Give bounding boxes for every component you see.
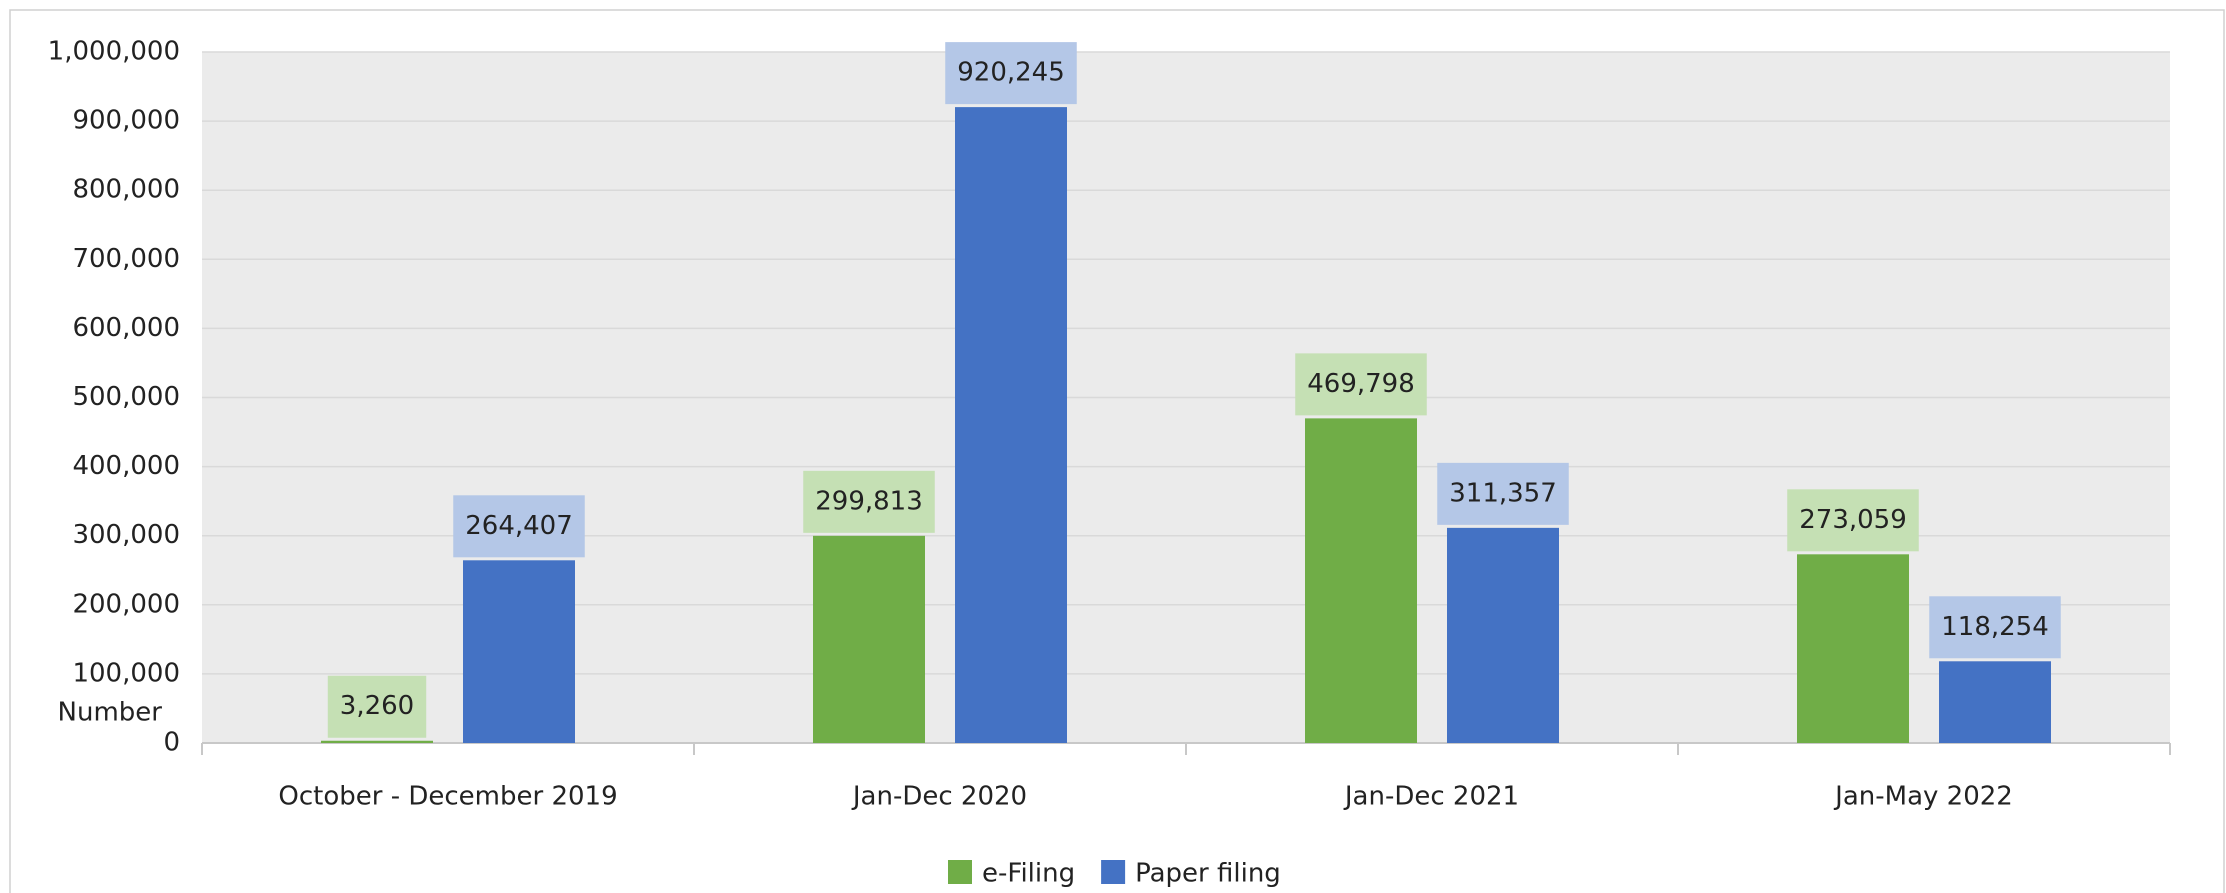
y-tick-label: 1,000,000 (48, 37, 180, 67)
data-label: 273,059 (1799, 505, 1907, 535)
data-label-bg (453, 495, 585, 558)
y-tick-label: 100,000 (72, 658, 180, 688)
y-tick-label: 500,000 (72, 382, 180, 412)
bar (1447, 527, 1559, 743)
data-label-bg (1437, 462, 1569, 525)
bar (813, 535, 925, 743)
y-tick-label: 400,000 (72, 451, 180, 481)
bar (1797, 554, 1909, 743)
data-label-bg (1787, 489, 1919, 552)
y-tick-label: 700,000 (72, 244, 180, 274)
x-tick-label: Jan-Dec 2020 (851, 782, 1027, 812)
y-tick-label: 600,000 (72, 313, 180, 343)
data-label: 118,254 (1941, 612, 2049, 642)
bar (321, 740, 433, 743)
data-label: 469,798 (1307, 369, 1415, 399)
data-label-bg (945, 42, 1077, 105)
y-tick-label: 300,000 (72, 520, 180, 550)
chart-border (9, 9, 2225, 893)
legend-swatch (948, 860, 972, 884)
x-tick-label: October - December 2019 (278, 782, 617, 812)
data-label: 299,813 (815, 486, 923, 516)
y-tick-label: 0 (163, 728, 180, 758)
data-label: 264,407 (465, 511, 573, 541)
bar (1305, 418, 1417, 743)
data-label: 311,357 (1449, 478, 1557, 508)
legend-swatch (1101, 860, 1126, 884)
data-label: 920,245 (957, 58, 1065, 88)
bar (1939, 661, 2051, 743)
data-label: 3,260 (340, 691, 414, 721)
data-label-bg (327, 675, 427, 738)
bar (463, 560, 575, 743)
y-tick-label: 800,000 (72, 175, 180, 205)
data-label-bg (1929, 596, 2061, 659)
x-tick-label: Jan-May 2022 (1833, 782, 2013, 812)
y-axis-label: Number (58, 698, 163, 728)
legend-label: e-Filing (982, 859, 1075, 889)
data-label-bg (1295, 353, 1427, 416)
y-tick-label: 900,000 (72, 106, 180, 136)
data-label-bg (803, 470, 935, 533)
x-tick-label: Jan-Dec 2021 (1343, 782, 1519, 812)
y-tick-label: 200,000 (72, 589, 180, 619)
legend-label: Paper filing (1135, 859, 1281, 889)
bar (955, 107, 1067, 743)
